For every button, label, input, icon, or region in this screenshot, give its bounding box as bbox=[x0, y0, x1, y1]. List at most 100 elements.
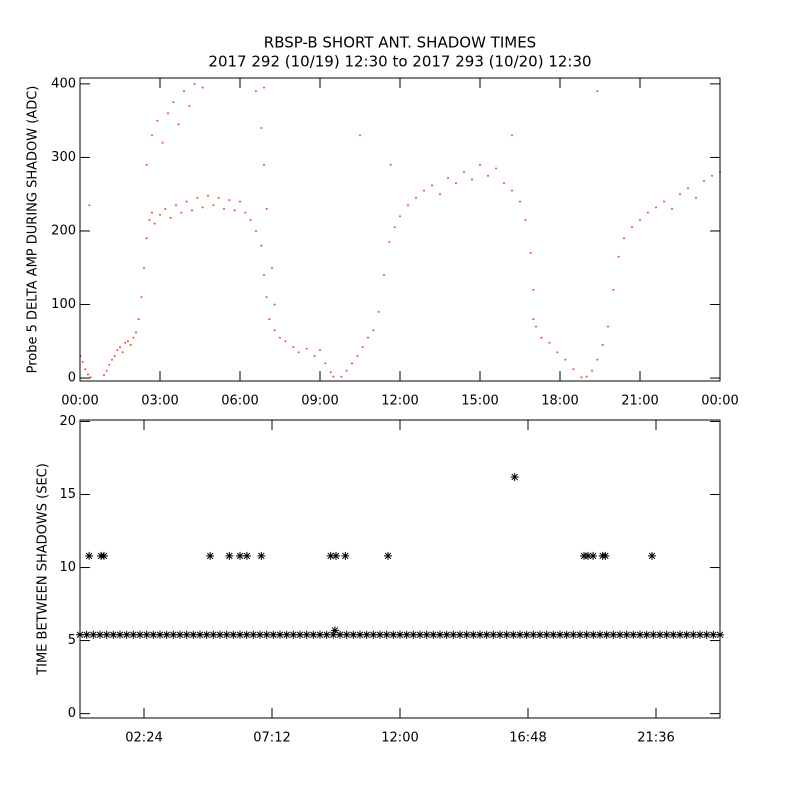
data-point bbox=[151, 134, 153, 137]
data-point bbox=[108, 364, 111, 366]
data-point bbox=[129, 630, 138, 639]
data-point bbox=[596, 630, 604, 639]
data-point bbox=[562, 630, 571, 639]
data-point bbox=[359, 134, 361, 137]
data-point bbox=[516, 630, 524, 639]
data-point bbox=[462, 630, 471, 639]
data-point bbox=[564, 358, 567, 361]
data-point bbox=[487, 175, 489, 177]
data-point bbox=[201, 206, 204, 209]
data-point bbox=[642, 630, 651, 639]
data-point bbox=[589, 630, 598, 639]
data-point bbox=[85, 551, 94, 560]
data-point bbox=[216, 630, 224, 639]
data-point bbox=[121, 351, 124, 354]
data-point bbox=[703, 180, 705, 182]
data-point bbox=[149, 630, 158, 639]
data-point bbox=[136, 630, 144, 639]
data-point bbox=[647, 211, 649, 214]
data-point bbox=[124, 341, 127, 344]
data-point bbox=[382, 630, 391, 639]
data-point bbox=[389, 630, 398, 639]
data-point bbox=[177, 123, 180, 126]
data-point bbox=[102, 630, 111, 639]
data-point bbox=[407, 204, 409, 207]
data-point bbox=[225, 551, 234, 560]
data-point bbox=[503, 182, 505, 184]
data-point bbox=[289, 630, 298, 639]
data-point bbox=[602, 630, 611, 639]
data-point bbox=[580, 376, 583, 379]
y-tick-label: 15 bbox=[59, 487, 76, 502]
y-tick-label: 10 bbox=[59, 560, 76, 575]
data-point bbox=[532, 318, 535, 321]
data-point bbox=[422, 630, 431, 639]
data-point bbox=[148, 219, 151, 221]
data-point bbox=[671, 208, 673, 210]
data-point bbox=[511, 189, 513, 192]
data-point bbox=[601, 344, 604, 346]
data-point bbox=[172, 101, 175, 104]
y-tick-label: 0 bbox=[68, 371, 76, 386]
data-point bbox=[342, 630, 351, 639]
data-point bbox=[535, 325, 537, 328]
data-point bbox=[388, 241, 391, 243]
data-point bbox=[89, 376, 92, 379]
data-point bbox=[162, 630, 171, 639]
data-point bbox=[129, 344, 132, 346]
data-point bbox=[191, 209, 193, 212]
data-point bbox=[182, 630, 191, 639]
data-point bbox=[399, 215, 401, 218]
data-point bbox=[164, 208, 167, 210]
data-point bbox=[509, 630, 518, 639]
data-point bbox=[536, 630, 544, 639]
data-point bbox=[576, 630, 584, 639]
data-point bbox=[188, 105, 191, 107]
data-point bbox=[396, 630, 404, 639]
data-point bbox=[167, 112, 169, 115]
data-point bbox=[332, 551, 340, 560]
data-point bbox=[345, 369, 348, 372]
data-point bbox=[332, 375, 335, 378]
data-point bbox=[319, 349, 321, 351]
data-point bbox=[393, 226, 396, 229]
data-point bbox=[601, 551, 610, 560]
data-point bbox=[409, 630, 418, 639]
data-point bbox=[116, 630, 124, 639]
data-point bbox=[372, 329, 375, 332]
data-point bbox=[159, 213, 161, 216]
data-point bbox=[519, 200, 521, 203]
data-point bbox=[711, 175, 713, 177]
data-point bbox=[476, 630, 484, 639]
data-point bbox=[582, 630, 591, 639]
data-point bbox=[296, 630, 304, 639]
data-point bbox=[206, 551, 215, 560]
data-point bbox=[153, 222, 156, 225]
data-point bbox=[689, 630, 698, 639]
x-tick-label: 06:00 bbox=[221, 394, 258, 409]
y-tick-label: 300 bbox=[51, 150, 76, 165]
data-point bbox=[145, 237, 148, 240]
data-point bbox=[222, 630, 231, 639]
y-tick-label: 0 bbox=[68, 706, 76, 721]
data-point bbox=[271, 266, 273, 269]
data-point bbox=[609, 630, 618, 639]
data-point bbox=[322, 630, 331, 639]
data-point bbox=[305, 347, 308, 350]
data-point bbox=[84, 368, 87, 371]
data-point bbox=[292, 346, 295, 348]
data-point bbox=[340, 375, 343, 378]
data-point bbox=[105, 369, 108, 372]
data-point bbox=[265, 208, 268, 210]
y-tick-label: 200 bbox=[51, 223, 76, 238]
data-point bbox=[362, 630, 371, 639]
data-point bbox=[263, 274, 265, 276]
data-point bbox=[239, 200, 241, 203]
x-tick-label: 18:00 bbox=[541, 394, 578, 409]
data-point bbox=[556, 351, 559, 354]
data-point bbox=[482, 630, 491, 639]
y-axis-label: Probe 5 DELTA AMP DURING SHADOW (ADC) bbox=[26, 86, 41, 374]
data-point bbox=[502, 630, 511, 639]
data-point bbox=[696, 630, 704, 639]
